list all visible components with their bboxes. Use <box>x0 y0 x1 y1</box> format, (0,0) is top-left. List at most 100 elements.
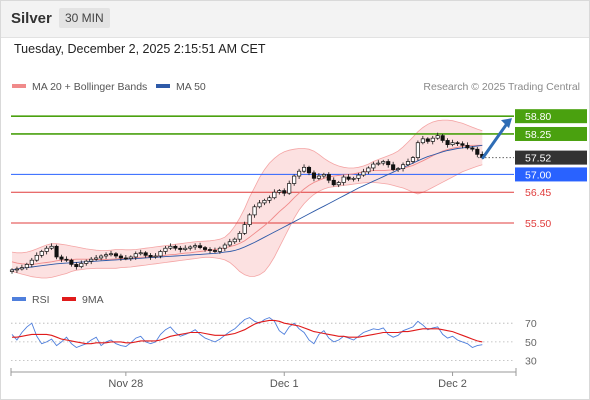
rsi-legend-label-0: RSI <box>32 294 50 306</box>
candle-body <box>183 247 188 250</box>
x-label-1: Dec 1 <box>270 378 299 390</box>
candle-body <box>29 259 34 265</box>
candle-body <box>168 245 173 249</box>
candle-body <box>257 202 262 208</box>
rsi-line <box>11 317 483 349</box>
candle-body <box>297 170 302 177</box>
timeframe-button[interactable]: 30 MIN <box>59 8 110 28</box>
level-tag-0 <box>515 109 587 124</box>
rsi-legend-label-1: 9MA <box>82 294 104 306</box>
candle-body <box>366 167 371 173</box>
candle-body <box>54 245 59 258</box>
level-tag-3 <box>515 167 587 182</box>
candle-body <box>74 264 79 268</box>
rsi-tick-1: 50 <box>525 337 537 349</box>
candle-body <box>212 250 218 252</box>
candle-body <box>242 224 247 234</box>
candle-body <box>376 162 381 165</box>
level-tag-1 <box>515 126 587 141</box>
candle-body <box>252 206 257 216</box>
candle-body <box>336 182 341 186</box>
candle-body <box>287 183 292 194</box>
timestamp: Tuesday, December 2, 2025 2:15:51 AM CET <box>14 42 266 56</box>
candle-body <box>306 166 312 174</box>
candle-body <box>420 138 425 144</box>
bollinger-lower-line <box>11 164 483 279</box>
candle-body <box>69 259 74 265</box>
candle-body <box>361 171 366 176</box>
instrument-title: Silver <box>11 10 52 27</box>
candle-body <box>59 256 64 260</box>
candle-body <box>371 163 376 169</box>
candle-body <box>267 197 272 201</box>
bollinger-band-area <box>12 120 483 278</box>
candle-body <box>316 175 321 179</box>
rsi-ma9-line <box>12 319 483 345</box>
candle-body <box>158 251 163 257</box>
candle-body <box>207 249 213 251</box>
candle-body <box>282 190 287 194</box>
candle-body <box>272 191 277 199</box>
candle-body <box>49 245 54 249</box>
candle-body <box>331 179 336 186</box>
candle-body <box>217 247 222 252</box>
candle-body <box>391 164 396 170</box>
candle-body <box>262 199 267 204</box>
candle-body <box>19 267 24 270</box>
candle-body <box>341 176 346 183</box>
candle-body <box>445 140 450 146</box>
candle-body <box>39 251 44 256</box>
candle-body <box>44 247 49 252</box>
x-label-0: Nov 28 <box>108 378 143 390</box>
candle-body <box>386 161 391 166</box>
candle-body <box>9 269 15 272</box>
candle-body <box>138 252 143 255</box>
candle-body <box>227 241 232 246</box>
candle-body <box>356 174 361 179</box>
candle-body <box>148 254 153 258</box>
candle-body <box>34 254 39 261</box>
candle-body <box>247 214 252 225</box>
candle-body <box>237 232 242 240</box>
candle-body <box>292 175 297 184</box>
candle-body <box>470 147 475 150</box>
candle-body <box>326 174 331 181</box>
bollinger-upper-line <box>11 119 483 254</box>
candle-body <box>123 257 128 260</box>
candle-body <box>203 247 208 250</box>
rsi-legend-swatch-1 <box>62 297 76 301</box>
candle-body <box>435 135 440 139</box>
level-tag-2 <box>515 150 587 165</box>
target-arrow-shaft <box>481 120 510 160</box>
x-label-2: Dec 2 <box>438 378 467 390</box>
candle-body <box>321 174 326 177</box>
level-label-5: 55.50 <box>525 218 551 230</box>
level-label-3: 57.00 <box>525 169 551 181</box>
candle-body <box>163 247 168 252</box>
candle-body <box>222 244 227 249</box>
candle-body <box>460 143 465 146</box>
candle-body <box>277 190 282 193</box>
candle-body <box>173 245 178 249</box>
candle-body <box>440 135 445 141</box>
candle-body <box>193 245 198 248</box>
candle-body <box>94 257 99 260</box>
candle-body <box>351 177 356 180</box>
candle-body <box>108 253 114 256</box>
candle-body <box>396 168 401 170</box>
candle-body <box>410 157 416 162</box>
candle-body <box>198 245 203 248</box>
candle-body <box>311 172 317 179</box>
candle-body <box>128 256 133 259</box>
candle-body <box>143 252 148 256</box>
candle-body <box>405 161 411 166</box>
level-label-0: 58.80 <box>525 111 551 123</box>
copyright: Research © 2025 Trading Central <box>423 81 580 93</box>
candle-body <box>14 268 20 271</box>
rsi-legend-swatch-0 <box>12 297 26 301</box>
candle-body <box>84 260 89 264</box>
candle-body <box>430 137 435 142</box>
candle-body <box>232 238 237 243</box>
candle-body <box>381 161 386 164</box>
